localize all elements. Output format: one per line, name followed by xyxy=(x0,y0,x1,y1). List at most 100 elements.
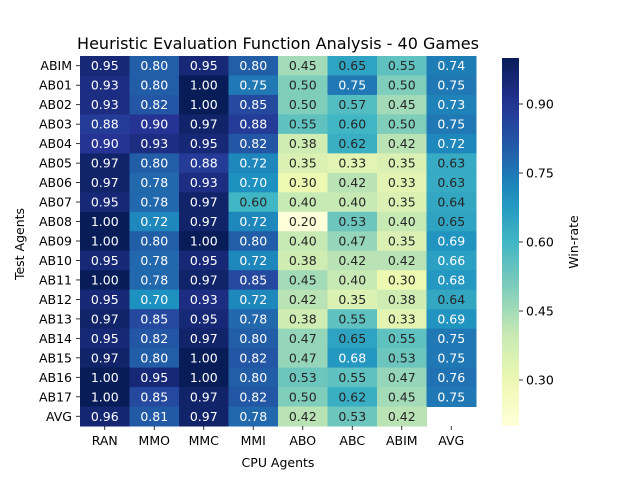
y-tick-label: AVG xyxy=(46,409,72,424)
cell-value-label: 0.30 xyxy=(388,272,416,287)
cell-value-label: 0.55 xyxy=(289,117,317,132)
cell-value-label: 0.93 xyxy=(190,292,218,307)
cell-value-label: 0.69 xyxy=(437,234,465,249)
heatmap-cell xyxy=(179,56,229,76)
heatmap-cell xyxy=(278,231,328,252)
heatmap-cell xyxy=(426,348,477,369)
cell-value-label: 0.93 xyxy=(91,78,119,93)
colorbar-label: Win-rate xyxy=(566,215,581,269)
heatmap-cell xyxy=(129,75,180,96)
heatmap-cell xyxy=(228,231,279,252)
cell-value-label: 0.53 xyxy=(289,370,317,385)
cell-value-label: 0.57 xyxy=(338,97,366,112)
cell-value-label: 0.93 xyxy=(140,136,168,151)
heatmap-cell xyxy=(426,387,477,408)
cell-value-label: 0.65 xyxy=(437,214,465,229)
heatmap-cell xyxy=(377,367,427,388)
heatmap-cell xyxy=(129,133,180,154)
x-tick-label: MMI xyxy=(241,433,266,448)
heatmap-cell xyxy=(426,328,477,349)
cell-value-label: 0.70 xyxy=(140,292,168,307)
heatmap-cell xyxy=(80,56,130,76)
cell-value-label: 0.85 xyxy=(140,311,168,326)
cell-value-label: 0.55 xyxy=(338,311,366,326)
heatmap-cell xyxy=(327,153,378,174)
cell-value-label: 0.42 xyxy=(289,409,317,424)
heatmap-cell xyxy=(228,348,279,369)
heatmap-cell xyxy=(327,387,378,408)
heatmap-cell xyxy=(228,367,279,388)
cell-value-label: 0.95 xyxy=(190,311,218,326)
heatmap-cell xyxy=(129,406,180,427)
heatmap-cell xyxy=(377,250,427,271)
heatmap-cell xyxy=(327,133,378,154)
heatmap-cell xyxy=(179,192,229,213)
heatmap-cell xyxy=(377,172,427,193)
y-tick-label: AB05 xyxy=(39,156,72,171)
heatmap-cell xyxy=(80,367,130,388)
heatmap-cell xyxy=(179,211,229,232)
heatmap-cell xyxy=(80,289,130,310)
cell-value-label: 0.68 xyxy=(437,272,465,287)
y-tick-label: AB11 xyxy=(39,272,72,287)
cell-value-label: 0.33 xyxy=(338,156,366,171)
cell-value-label: 0.72 xyxy=(239,292,267,307)
heatmap-cell xyxy=(327,367,378,388)
heatmap-cell xyxy=(129,348,180,369)
x-axis-ticks: RAN MMO MMC MMI ABO ABC ABIM AVG xyxy=(92,426,464,448)
y-tick-label: AB16 xyxy=(39,370,72,385)
heatmap-cell xyxy=(426,75,477,96)
cell-value-label: 0.30 xyxy=(289,175,317,190)
y-tick-label: ABIM xyxy=(40,58,72,73)
cell-value-label: 0.90 xyxy=(91,136,119,151)
cell-value-label: 0.40 xyxy=(338,195,366,210)
heatmap-cell xyxy=(327,231,378,252)
cell-value-label: 0.53 xyxy=(388,350,416,365)
heatmap-cell xyxy=(228,309,279,330)
heatmap-cell xyxy=(80,406,130,427)
heatmap-cell xyxy=(80,114,130,135)
cell-value-label: 0.82 xyxy=(140,331,168,346)
colorbar-tick-label: 0.75 xyxy=(526,166,554,181)
heatmap-cell xyxy=(278,75,328,96)
heatmap-cell xyxy=(129,270,180,291)
cell-value-label: 0.97 xyxy=(190,331,218,346)
heatmap-cell xyxy=(179,231,229,252)
cell-value-label: 0.64 xyxy=(437,292,465,307)
cell-value-label: 0.63 xyxy=(437,175,465,190)
heatmap-cell xyxy=(179,289,229,310)
heatmap-cell xyxy=(179,387,229,408)
cell-value-label: 0.80 xyxy=(140,58,168,73)
heatmap-cell xyxy=(426,211,477,232)
cell-value-label: 0.93 xyxy=(91,97,119,112)
heatmap-cell xyxy=(228,289,279,310)
cell-value-label: 0.20 xyxy=(289,214,317,229)
heatmap-cell xyxy=(327,211,378,232)
y-tick-label: AB02 xyxy=(39,97,72,112)
cell-value-label: 0.78 xyxy=(239,409,267,424)
heatmap-cell xyxy=(80,250,130,271)
cell-value-label: 0.97 xyxy=(91,156,119,171)
cell-value-label: 0.97 xyxy=(91,175,119,190)
cell-value-label: 0.78 xyxy=(239,311,267,326)
cell-value-label: 0.97 xyxy=(91,311,119,326)
heatmap-cell xyxy=(129,367,180,388)
cell-value-label: 0.62 xyxy=(338,136,366,151)
heatmap-cell xyxy=(278,56,328,76)
cell-value-label: 0.93 xyxy=(190,175,218,190)
y-tick-label: AB14 xyxy=(39,331,72,346)
cell-value-label: 0.45 xyxy=(388,97,416,112)
heatmap-cell xyxy=(179,309,229,330)
cell-value-label: 0.42 xyxy=(289,292,317,307)
cell-value-label: 0.95 xyxy=(91,292,119,307)
y-tick-label: AB06 xyxy=(39,175,72,190)
heatmap-cell xyxy=(327,75,378,96)
heatmap-cell xyxy=(179,367,229,388)
cell-value-label: 0.50 xyxy=(388,78,416,93)
cell-value-label: 0.47 xyxy=(289,331,317,346)
colorbar-tick-label: 0.90 xyxy=(526,97,554,112)
heatmap-cell xyxy=(327,270,378,291)
y-tick-label: AB12 xyxy=(39,292,72,307)
heatmap-cell xyxy=(80,348,130,369)
cell-value-label: 0.55 xyxy=(388,58,416,73)
